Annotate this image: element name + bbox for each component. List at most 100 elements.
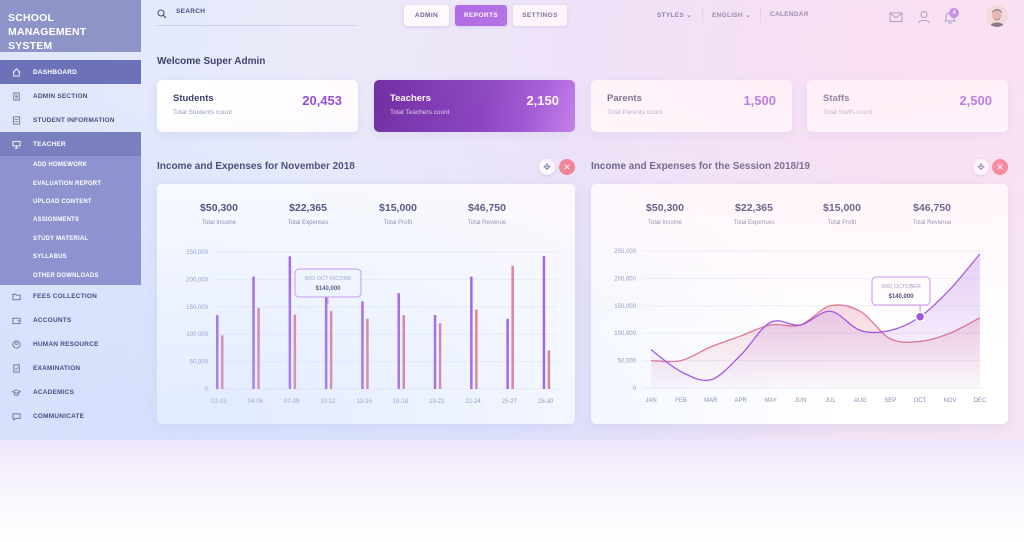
divider	[760, 8, 761, 22]
stat-sub: Total Students count	[173, 109, 232, 116]
tab-reports[interactable]: REPORTS	[455, 5, 507, 26]
stat-sub: Total Parents count	[607, 109, 663, 116]
reflection-backdrop	[0, 440, 1024, 542]
submenu-item-upload-content[interactable]: UPLOAD CONTENT	[33, 198, 92, 205]
submenu-item-add-homework[interactable]: ADD HOMEWORK	[33, 162, 88, 169]
wallet-icon	[12, 316, 21, 325]
close-button[interactable]: ✕	[559, 159, 575, 175]
sidebar-item-admin-section[interactable]: ADMIN SECTION	[0, 84, 141, 108]
bar	[438, 323, 442, 389]
y-tick-label: 100,000	[186, 332, 208, 338]
person-icon	[12, 340, 21, 349]
sidebar-item-dashboard[interactable]: DASHBOARD	[0, 60, 141, 84]
exam-icon	[12, 364, 21, 373]
sidebar-item-label: FEES COLLECTION	[33, 293, 98, 301]
submenu-item-study-material[interactable]: STUDY MATERIAL	[33, 235, 89, 242]
stat-card-staffs[interactable]: Staffs Total Staffs count 2,500	[807, 80, 1008, 132]
sidebar-item-label: COMMUNICATE	[33, 413, 85, 421]
sidebar-item-accounts[interactable]: ACCOUNTS	[0, 309, 141, 333]
highlight-point	[914, 311, 926, 323]
y-tick-label: 50,000	[618, 359, 637, 365]
bar	[511, 265, 514, 389]
chart-card-session: $50,300 Total Income $22,365 Total Expense…	[591, 184, 1008, 424]
stat-card-students[interactable]: Students Total Students count 20,453	[157, 80, 358, 132]
tooltip-title: 3RD OCTOBER	[881, 284, 921, 290]
stat-value: 2,150	[526, 93, 559, 108]
sidebar-item-communicate[interactable]: COMMUNICATE	[0, 405, 141, 429]
x-tick-label: MAR	[704, 398, 718, 404]
bar	[470, 276, 473, 389]
x-tick-label: OCT	[914, 398, 927, 404]
x-tick-label: 19-21	[429, 399, 445, 405]
y-tick-label: 200,000	[186, 277, 208, 283]
y-tick-label: 150,000	[186, 305, 208, 311]
tooltip-box	[871, 276, 931, 306]
app-title: SCHOOL MANAGEMENT SYSTEM	[0, 0, 141, 52]
calendar-link[interactable]: CALENDAR	[770, 11, 809, 18]
bar	[542, 255, 546, 389]
page-title: Welcome Super Admin	[157, 56, 266, 67]
bar	[433, 315, 437, 389]
avatar[interactable]	[986, 5, 1008, 27]
search-input[interactable]	[176, 8, 336, 15]
bar	[397, 293, 400, 389]
teacher-submenu: ADD HOMEWORK EVALUATION REPORT UPLOAD CO…	[0, 156, 141, 285]
move-button[interactable]: ✥	[539, 159, 555, 175]
x-tick-label: 04-06	[248, 399, 264, 405]
user-icon[interactable]	[917, 10, 931, 24]
close-button[interactable]: ✕	[992, 159, 1008, 175]
submenu-item-assignments[interactable]: ASSIGNMENTS	[33, 217, 80, 224]
move-icon: ✥	[543, 161, 551, 172]
submenu-item-syllabus[interactable]: SYLLABUS	[33, 254, 67, 261]
sidebar-item-academics[interactable]: ACADEMICS	[0, 381, 141, 405]
tab-settings[interactable]: SETTINGS	[513, 5, 567, 26]
tooltip-title: 3RD OCT INCOME	[304, 276, 352, 282]
x-tick-label: NOV	[943, 398, 956, 404]
stat-card-parents[interactable]: Parents Total Parents count 1,500	[591, 80, 792, 132]
stat-sub: Total Staffs count	[823, 109, 873, 116]
sidebar-item-label: HUMAN RESOURCE	[33, 341, 99, 349]
stat-card-teachers[interactable]: Teachers Total Teachers count 2,150	[374, 80, 575, 132]
summary-value: $22,365	[289, 202, 327, 214]
bar	[216, 315, 219, 389]
tooltip-box	[294, 268, 362, 298]
summary-value: $15,000	[823, 202, 861, 214]
sidebar-item-examination[interactable]: EXAMINATION	[0, 357, 141, 381]
sidebar-item-teacher[interactable]: TEACHER	[0, 132, 141, 156]
chevron-down-icon: ⌄	[686, 12, 692, 19]
summary-revenue: $46,750 Total Revenue	[892, 202, 972, 226]
sidebar-item-fees-collection[interactable]: FEES COLLECTION	[0, 285, 141, 309]
sidebar-item-human-resource[interactable]: HUMAN RESOURCE	[0, 333, 141, 357]
styles-dropdown[interactable]: STYLES ⌄	[657, 11, 692, 19]
summary-revenue: $46,750 Total Revenue	[447, 202, 527, 226]
sidebar-item-student-information[interactable]: STUDENT INFORMATION	[0, 108, 141, 132]
submenu-item-evaluation-report[interactable]: EVALUATION REPORT	[33, 180, 102, 187]
submenu-item-other-downloads[interactable]: OTHER DOWNLOADS	[33, 272, 99, 279]
language-dropdown[interactable]: ENGLISH ⌄	[712, 11, 751, 19]
summary-value: $50,300	[646, 202, 684, 214]
search-bar	[157, 6, 357, 26]
line-chart: 0 50,000 100,000 150,000 200,000 250,000 JAN FE…	[614, 249, 987, 404]
x-tick-label: MAY	[764, 398, 777, 404]
sidebar-item-label: ACADEMICS	[33, 389, 75, 397]
move-button[interactable]: ✥	[973, 159, 989, 175]
summary-profit: $15,000 Total Profit	[358, 202, 438, 226]
summary-label: Total Profit	[827, 220, 857, 226]
summary-label: Total Income	[647, 220, 683, 226]
bar	[257, 307, 260, 389]
bar	[252, 276, 255, 389]
id-card-icon	[12, 115, 21, 125]
folder-icon	[12, 292, 21, 301]
styles-label: STYLES	[657, 12, 685, 19]
move-icon: ✥	[977, 161, 985, 172]
sidebar-item-label: TEACHER	[33, 140, 66, 148]
bar	[506, 318, 509, 389]
search-icon[interactable]	[157, 6, 167, 19]
x-tick-label: 13-15	[357, 399, 373, 405]
chevron-down-icon: ⌄	[745, 12, 751, 19]
summary-label: Total Expenses	[733, 220, 775, 226]
mail-icon[interactable]	[889, 10, 903, 24]
app-window: SCHOOL MANAGEMENT SYSTEM DASHBOARD ADMIN…	[0, 0, 1024, 440]
bar	[366, 318, 369, 389]
tab-admin[interactable]: ADMIN	[404, 5, 449, 26]
